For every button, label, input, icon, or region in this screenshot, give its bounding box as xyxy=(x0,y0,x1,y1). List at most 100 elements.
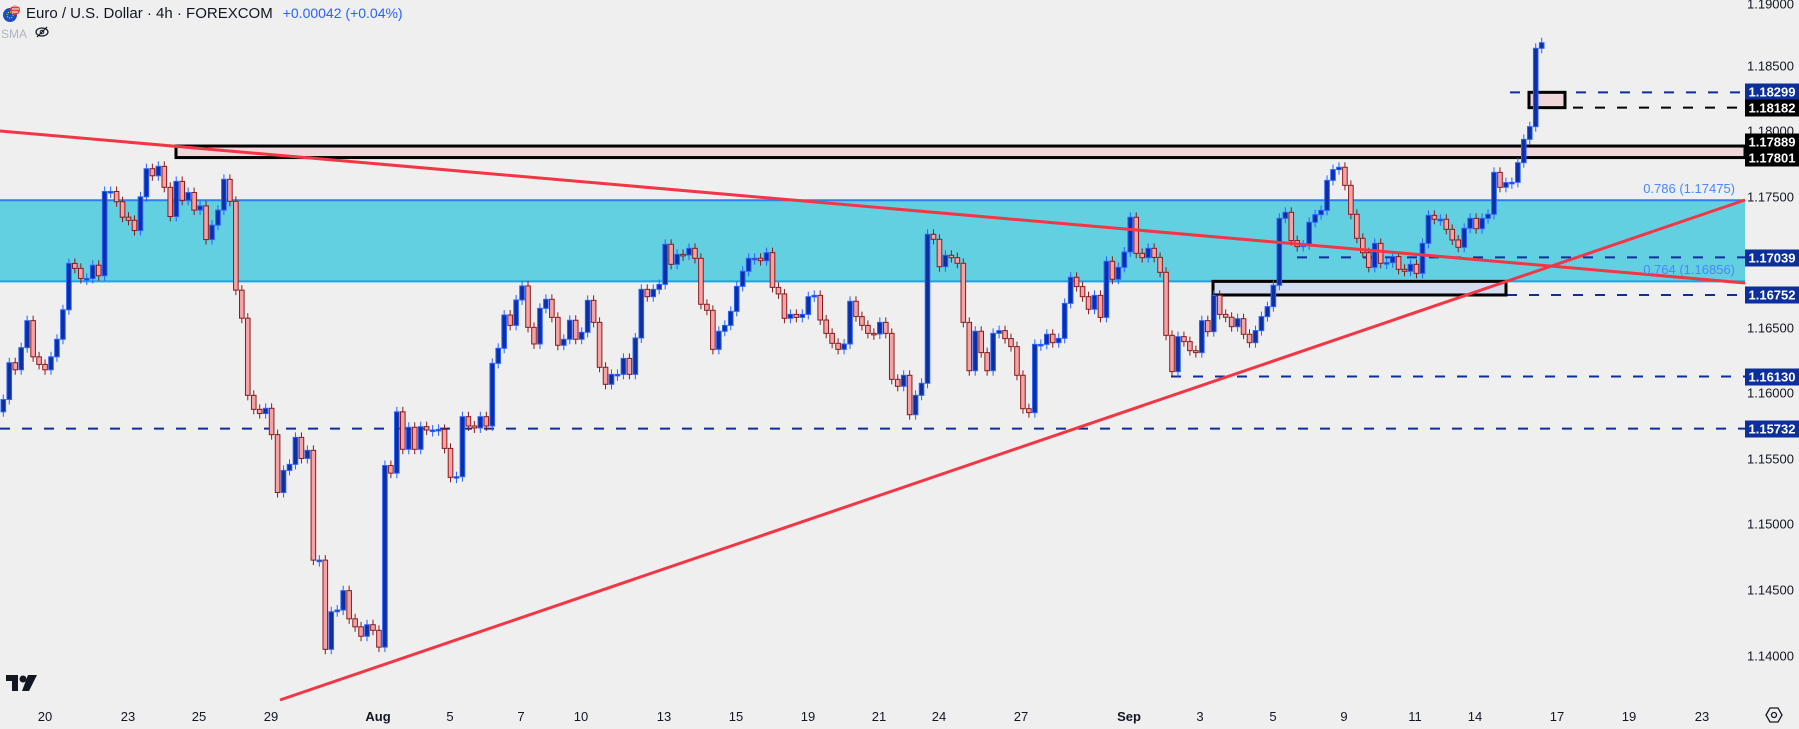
bearish-candle xyxy=(936,238,943,268)
bearish-candle xyxy=(244,317,251,396)
bullish-candle xyxy=(405,426,412,450)
bearish-candle xyxy=(865,324,871,334)
bullish-candle xyxy=(787,313,794,319)
time-label: 29 xyxy=(263,709,279,724)
bearish-candle xyxy=(131,219,138,232)
bearish-candle xyxy=(322,559,329,650)
bullish-candle xyxy=(996,330,1002,334)
bullish-candle xyxy=(1199,320,1205,354)
bearish-candle xyxy=(954,257,961,264)
bullish-candle xyxy=(155,165,162,177)
ascending-trendline[interactable] xyxy=(279,198,1746,702)
bearish-candle xyxy=(471,425,478,429)
bullish-candle xyxy=(1336,166,1342,171)
bullish-candle xyxy=(1091,294,1098,310)
bearish-candle xyxy=(781,293,788,319)
price-tick: 1.15000 xyxy=(1747,516,1794,532)
bearish-candle xyxy=(1163,271,1169,336)
bearish-candle xyxy=(930,233,937,240)
bearish-candle xyxy=(882,321,889,334)
time-label: 23 xyxy=(1694,709,1710,724)
bearish-candle xyxy=(370,624,376,631)
bearish-candle xyxy=(888,332,895,380)
bearish-candle xyxy=(1413,263,1420,274)
bullish-candle xyxy=(841,343,847,350)
bullish-candle xyxy=(48,356,54,371)
bullish-candle xyxy=(632,337,639,375)
bullish-candle xyxy=(101,190,108,277)
bullish-candle xyxy=(1306,221,1312,246)
bearish-candle xyxy=(555,316,561,346)
bearish-candle xyxy=(1049,333,1056,344)
bullish-candle xyxy=(1389,256,1396,264)
price-change: +0.00042 (+0.04%) xyxy=(282,5,403,21)
settings-gear-icon[interactable] xyxy=(1765,706,1783,729)
bullish-candle xyxy=(1043,333,1050,345)
bullish-candle xyxy=(54,338,60,358)
bearish-candle xyxy=(1443,218,1450,230)
bullish-candle xyxy=(1145,247,1151,259)
bullish-candle xyxy=(900,374,907,387)
eye-slash-icon[interactable] xyxy=(35,26,49,41)
bearish-candle xyxy=(268,407,275,436)
bearish-candle xyxy=(113,190,120,203)
indicator-sma[interactable]: SMA xyxy=(1,26,49,41)
bullish-candle xyxy=(1312,214,1318,223)
bullish-candle xyxy=(1121,251,1128,268)
bearish-candle xyxy=(1133,216,1140,254)
bearish-candle xyxy=(191,192,197,211)
time-label: 24 xyxy=(931,709,947,724)
bullish-candle xyxy=(453,476,460,479)
bullish-candle xyxy=(608,373,615,385)
bullish-candle xyxy=(620,357,627,375)
bullish-candle xyxy=(89,264,96,279)
bullish-candle xyxy=(727,310,734,326)
bullish-candle xyxy=(1371,242,1378,268)
time-label: 14 xyxy=(1467,709,1483,724)
bearish-candle xyxy=(72,262,78,269)
bearish-candle xyxy=(1139,252,1145,259)
bullish-candle xyxy=(745,257,752,272)
bearish-candle xyxy=(793,313,800,318)
level-badge: 1.18182 xyxy=(1745,99,1799,117)
bearish-candle xyxy=(775,286,782,295)
bullish-candle xyxy=(185,192,191,201)
bearish-candle xyxy=(507,314,513,326)
level-badge: 1.16130 xyxy=(1745,368,1799,386)
bearish-candle xyxy=(1360,237,1366,254)
descending-trendline[interactable] xyxy=(0,129,1746,285)
bearish-candle xyxy=(596,321,603,368)
bullish-candle xyxy=(847,300,853,345)
bullish-candle xyxy=(972,330,979,372)
bearish-candle xyxy=(1204,320,1211,333)
bullish-candle xyxy=(489,362,496,427)
bearish-candle xyxy=(680,253,686,257)
symbol-title[interactable]: Euro / U.S. Dollar · 4h · FOREXCOM xyxy=(26,4,273,22)
bearish-candle xyxy=(1497,171,1503,188)
bullish-candle xyxy=(1127,216,1134,253)
bearish-candle xyxy=(823,319,829,334)
indicator-label: SMA xyxy=(1,26,28,41)
tradingview-logo-icon[interactable] xyxy=(4,673,38,698)
bearish-candle xyxy=(1181,336,1187,343)
bearish-candle xyxy=(1109,260,1116,280)
bearish-candle xyxy=(447,447,454,478)
bearish-candle xyxy=(441,428,448,449)
bullish-candle xyxy=(584,299,591,333)
bullish-candle xyxy=(805,296,812,315)
bullish-candle xyxy=(686,247,692,256)
bullish-candle xyxy=(1210,294,1217,333)
bearish-candle xyxy=(871,332,877,336)
bullish-candle xyxy=(1324,179,1330,211)
bullish-candle xyxy=(662,243,668,285)
bearish-candle xyxy=(274,434,281,494)
time-label: 19 xyxy=(1621,709,1637,724)
bearish-candle xyxy=(1014,346,1020,376)
bullish-candle xyxy=(197,205,203,211)
bullish-candle xyxy=(394,411,400,474)
level-badge: 1.17801 xyxy=(1745,149,1799,167)
bullish-candle xyxy=(477,416,484,429)
bullish-candle xyxy=(1437,218,1444,222)
bearish-candle xyxy=(966,321,973,372)
